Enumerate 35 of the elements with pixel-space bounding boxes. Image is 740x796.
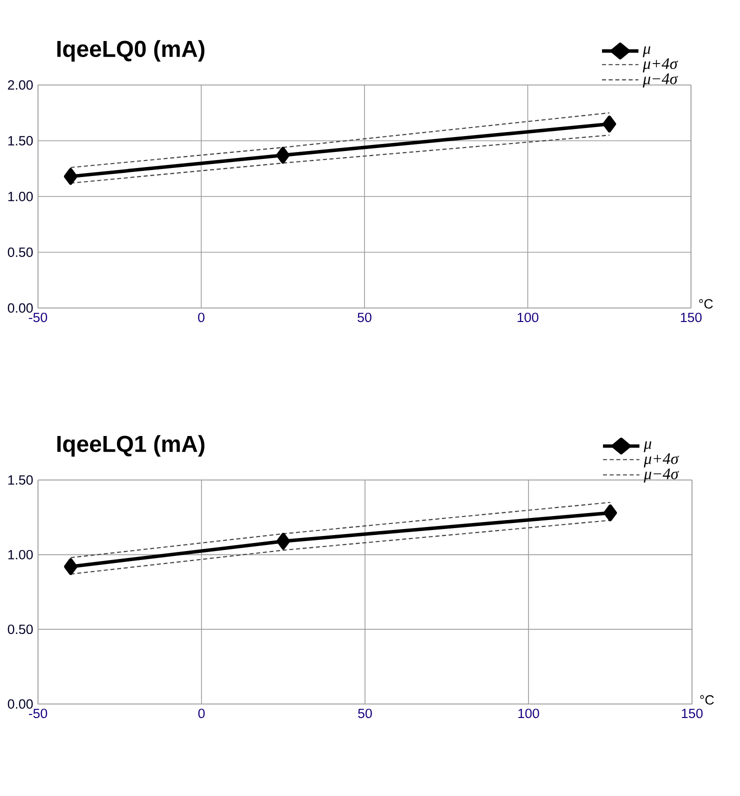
x-tick-label: 50 (358, 312, 372, 322)
y-tick-label: 1.50 (8, 475, 33, 485)
point (64, 558, 78, 576)
x-tick-label: 0 (198, 708, 205, 718)
y-tick-label: 1.50 (8, 136, 33, 146)
legend-label: μ (642, 46, 650, 58)
y-tick-label: 2.00 (8, 80, 33, 90)
x-tick-label: 100 (518, 312, 538, 322)
y-tick-label: 0.00 (8, 699, 33, 709)
x-tick-label: -50 (28, 708, 48, 718)
y-tick-label: 0.50 (8, 624, 33, 634)
x-tick-label: 50 (358, 708, 372, 718)
point (276, 146, 290, 164)
x-tick-label: 150 (682, 708, 703, 718)
y-tick-label: 0.50 (8, 248, 33, 257)
legend-label: μ (644, 441, 652, 452)
x-tick-label: 0 (198, 312, 204, 322)
y-tick-label: 1.00 (8, 550, 33, 560)
legend-label: μ−4σ (644, 468, 680, 483)
point (64, 168, 78, 185)
x-tick-label: 150 (680, 312, 702, 322)
y-tick-label: 0.00 (8, 303, 33, 313)
y-tick-label: 1.00 (8, 192, 33, 202)
chart-title: IqeeLQ1 (mA) (57, 435, 204, 457)
legend-label: μ+4σ (644, 453, 680, 468)
point (604, 504, 617, 522)
x-axis-title: °C (700, 695, 714, 705)
point (602, 116, 616, 132)
x-tick-label: 100 (518, 708, 540, 718)
x-tick-label: -50 (28, 312, 48, 322)
x-axis-title: °C (699, 299, 713, 309)
legend-label: μ−4σ (642, 74, 678, 88)
legend-label: μ+4σ (642, 58, 678, 72)
chart-title: IqeeLQ0 (mA) (57, 40, 204, 62)
point (276, 532, 290, 550)
